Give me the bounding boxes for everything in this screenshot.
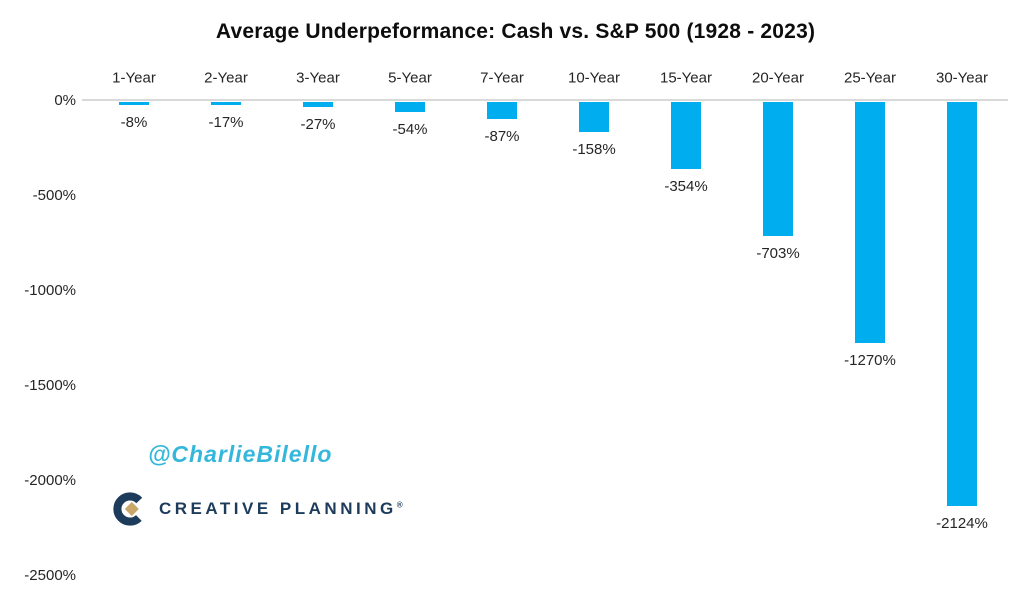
chart-title: Average Underpeformance: Cash vs. S&P 50… <box>215 20 816 43</box>
x-tick-label: 15-Year <box>660 69 712 87</box>
bar <box>947 102 977 506</box>
bar <box>395 102 425 112</box>
bar <box>119 102 149 105</box>
bar-value-label: -54% <box>392 121 428 138</box>
logo-trademark: ® <box>396 500 407 510</box>
bar <box>487 102 517 119</box>
y-tick-label: -500% <box>32 187 76 204</box>
bar <box>671 102 701 169</box>
x-tick-label: 10-Year <box>568 69 620 87</box>
x-tick-label: 25-Year <box>844 69 896 87</box>
logo-text: CREATIVE PLANNING® <box>159 499 407 518</box>
bar-value-label: -703% <box>756 245 800 262</box>
bar-value-label: -17% <box>208 114 244 131</box>
creative-planning-logo-icon <box>113 492 147 526</box>
y-tick-label: 0% <box>54 92 76 109</box>
watermark: @CharlieBilello <box>148 441 333 467</box>
x-tick-label: 30-Year <box>936 69 988 87</box>
zero-axis-line <box>82 99 1008 101</box>
bar-value-label: -87% <box>484 128 520 145</box>
bar <box>303 102 333 107</box>
y-tick-label: -1500% <box>24 377 76 394</box>
bar-value-label: -354% <box>664 178 708 195</box>
x-tick-label: 5-Year <box>388 69 432 87</box>
bar <box>763 102 793 236</box>
creative-planning-logo: CREATIVE PLANNING® <box>112 486 413 532</box>
bar-value-label: -1270% <box>844 352 896 369</box>
y-tick-label: -1000% <box>24 282 76 299</box>
bar <box>855 102 885 343</box>
x-tick-label: 7-Year <box>480 69 524 87</box>
x-tick-label: 1-Year <box>112 69 156 87</box>
bar-value-label: -8% <box>120 114 148 131</box>
y-tick-label: -2500% <box>24 567 76 584</box>
y-tick-label: -2000% <box>24 472 76 489</box>
bar <box>211 102 241 105</box>
bar-value-label: -158% <box>572 141 616 158</box>
bar-value-label: -27% <box>300 116 336 133</box>
bar <box>579 102 609 132</box>
x-tick-label: 2-Year <box>204 69 248 87</box>
bar-value-label: -2124% <box>936 515 988 532</box>
x-tick-label: 3-Year <box>296 69 340 87</box>
x-tick-label: 20-Year <box>752 69 804 87</box>
